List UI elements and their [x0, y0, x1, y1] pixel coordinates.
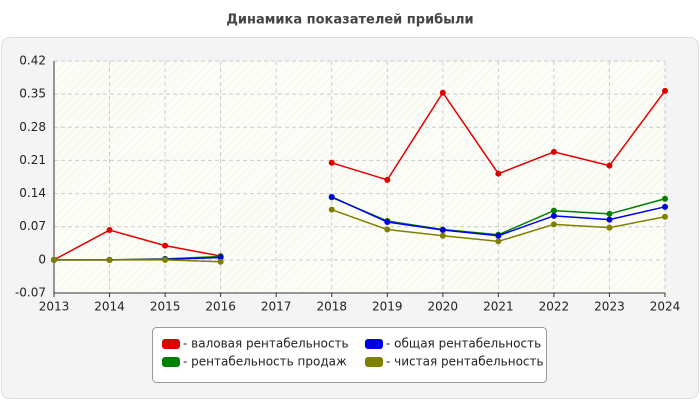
- point: [606, 224, 613, 231]
- legend-swatch: [365, 357, 383, 367]
- point: [606, 210, 613, 217]
- y-tick-label: -0.07: [15, 286, 46, 300]
- legend-label: - рентабельность продаж: [183, 355, 347, 369]
- x-tick-label: 2016: [205, 300, 236, 314]
- x-tick-label: 2020: [428, 300, 459, 314]
- legend: [152, 327, 547, 383]
- point: [495, 238, 502, 245]
- plot-area: [54, 61, 665, 293]
- y-tick-label: 0: [38, 252, 46, 266]
- point: [439, 227, 446, 234]
- chart-title: Динамика показателей прибыли: [226, 13, 473, 28]
- point: [550, 207, 557, 214]
- legend-label: - валовая рентабельность: [183, 337, 349, 351]
- legend-label: - общая рентабельность: [386, 337, 541, 351]
- x-tick-label: 2014: [94, 300, 125, 314]
- point: [328, 206, 335, 213]
- point: [662, 195, 668, 202]
- legend-swatch: [162, 339, 180, 349]
- y-tick-label: 0.07: [19, 219, 46, 233]
- point: [662, 203, 668, 210]
- x-tick-label: 2018: [316, 300, 347, 314]
- point: [162, 242, 169, 249]
- x-tick-label: 2024: [650, 300, 681, 314]
- point: [495, 232, 502, 239]
- point: [550, 148, 557, 155]
- point: [495, 170, 502, 177]
- point: [162, 256, 169, 263]
- x-tick-label: 2022: [539, 300, 570, 314]
- y-tick-label: 0.35: [19, 87, 46, 101]
- point: [662, 213, 668, 220]
- point: [384, 218, 391, 225]
- point: [384, 226, 391, 233]
- x-tick-label: 2019: [372, 300, 403, 314]
- x-tick-label: 2021: [483, 300, 514, 314]
- point: [328, 159, 335, 166]
- point: [439, 232, 446, 239]
- y-tick-label: 0.21: [19, 153, 46, 167]
- point: [217, 258, 224, 265]
- y-tick-label: 0.42: [19, 54, 46, 68]
- y-tick-label: 0.14: [19, 186, 46, 200]
- legend-swatch: [365, 339, 383, 349]
- point: [217, 254, 224, 261]
- x-tick-label: 2015: [150, 300, 181, 314]
- point: [328, 193, 335, 200]
- legend-swatch: [162, 357, 180, 367]
- point: [550, 221, 557, 228]
- point: [106, 256, 113, 263]
- legend-label: - чистая рентабельность: [386, 355, 544, 369]
- x-tick-label: 2023: [594, 300, 625, 314]
- x-tick-label: 2017: [261, 300, 292, 314]
- point: [606, 162, 613, 169]
- y-tick-label: 0.28: [19, 120, 46, 134]
- point: [384, 176, 391, 183]
- point: [439, 89, 446, 96]
- x-tick-label: 2013: [39, 300, 70, 314]
- point: [662, 87, 668, 94]
- point: [51, 256, 57, 263]
- point: [106, 227, 113, 234]
- point: [606, 216, 613, 223]
- point: [550, 212, 557, 219]
